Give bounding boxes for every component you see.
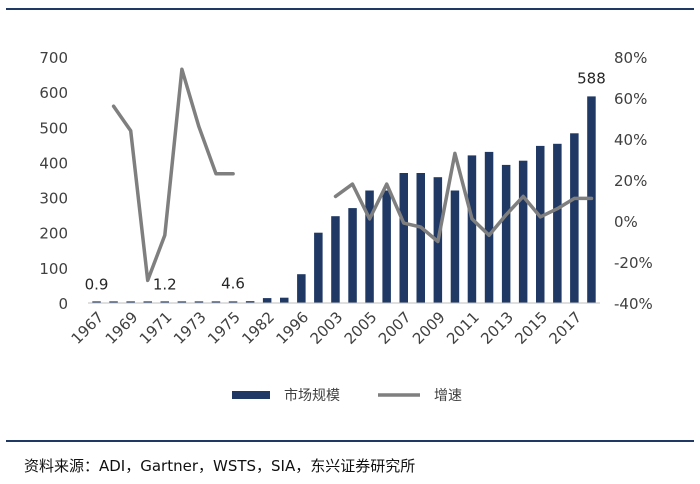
x-tick-2013: 2013 xyxy=(477,308,517,348)
y-left-tick-300: 300 xyxy=(39,190,68,208)
bar-2008 xyxy=(416,173,425,303)
bar-2007 xyxy=(399,173,408,303)
bar-1969 xyxy=(126,301,135,303)
bar-1967 xyxy=(92,301,101,303)
bar-1968 xyxy=(109,301,118,303)
growth-line-segment-2 xyxy=(333,151,594,244)
x-tick-1973: 1973 xyxy=(170,308,210,348)
y-left-tick-600: 600 xyxy=(39,84,68,102)
chart: 0 100 200 300 400 500 600 700 -40% -20% 0% 20% 40% 60… xyxy=(39,49,653,404)
bar-2005 xyxy=(365,190,374,303)
growth-line-segment-1 xyxy=(111,67,235,283)
bar-1970 xyxy=(143,301,152,303)
x-tick-2011: 2011 xyxy=(443,308,483,348)
x-tick-1982: 1982 xyxy=(238,308,278,348)
legend-line-label: 增速 xyxy=(434,388,462,404)
y-right-tick-5: 60% xyxy=(614,90,647,108)
bar-2004 xyxy=(348,208,357,303)
x-tick-2015: 2015 xyxy=(511,308,551,348)
bar-1974 xyxy=(211,301,221,303)
top-rule xyxy=(6,8,694,10)
bar-1971 xyxy=(160,301,169,303)
x-tick-2017: 2017 xyxy=(545,308,585,348)
bar-2016 xyxy=(553,143,562,303)
y-right-tick-2: 0% xyxy=(614,213,638,231)
x-tick-2003: 2003 xyxy=(307,308,347,348)
bar-1973 xyxy=(194,301,204,303)
bar-2011 xyxy=(467,155,477,303)
source-note: 资料来源：ADI，Gartner，WSTS，SIA，东兴证券研究所 xyxy=(24,457,416,475)
bar-1990 xyxy=(280,297,289,303)
bar-2012 xyxy=(484,151,494,303)
data-label-1967: 0.9 xyxy=(85,276,109,294)
x-tick-1975: 1975 xyxy=(204,308,244,348)
y-right-tick-0: -40% xyxy=(614,295,653,313)
x-tick-2007: 2007 xyxy=(375,308,415,348)
data-label-1971: 1.2 xyxy=(153,276,177,294)
x-tick-1971: 1971 xyxy=(136,308,176,348)
bar-1972 xyxy=(177,301,187,303)
y-left-tick-400: 400 xyxy=(39,154,68,172)
legend-bar-label: 市场规模 xyxy=(284,387,340,404)
y-left-tick-700: 700 xyxy=(39,49,68,67)
bar-2006 xyxy=(382,190,391,303)
bar-2013 xyxy=(501,164,511,303)
y-left-tick-0: 0 xyxy=(58,295,68,313)
y-right-tick-3: 20% xyxy=(614,172,647,190)
bar-2014 xyxy=(518,160,528,303)
data-label-2018: 588 xyxy=(577,69,606,87)
bar-2010 xyxy=(450,190,460,303)
x-tick-1967: 1967 xyxy=(68,308,108,348)
y-left-tick-100: 100 xyxy=(39,260,68,278)
y-right-tick-4: 40% xyxy=(614,131,647,149)
x-tick-1969: 1969 xyxy=(102,308,142,348)
y-left-tick-500: 500 xyxy=(39,119,68,137)
bar-1982 xyxy=(262,298,272,303)
y-right-tick-6: 80% xyxy=(614,49,647,67)
y-right-tick-1: -20% xyxy=(614,254,653,272)
bottom-rule xyxy=(6,440,694,442)
bar-1976 xyxy=(245,301,255,303)
x-tick-2009: 2009 xyxy=(409,308,449,348)
bar-2000 xyxy=(314,232,323,303)
bar-2015 xyxy=(536,145,545,303)
y-left-tick-200: 200 xyxy=(39,225,68,243)
data-label-1975: 4.6 xyxy=(221,274,245,292)
bar-2017 xyxy=(570,133,579,303)
bar-2003 xyxy=(331,216,340,303)
x-tick-1996: 1996 xyxy=(272,308,312,348)
legend-bar-swatch xyxy=(232,391,270,399)
bar-1975 xyxy=(228,301,238,303)
bar-1996 xyxy=(297,274,306,303)
x-tick-2005: 2005 xyxy=(341,308,381,348)
